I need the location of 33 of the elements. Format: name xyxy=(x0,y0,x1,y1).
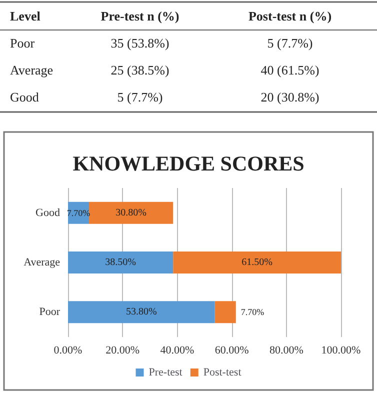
data-label: 30.80% xyxy=(116,207,146,218)
text: 40 (61.5%) xyxy=(260,62,320,78)
x-tick-label: 60.00% xyxy=(214,344,249,356)
x-tick-label: 100.00% xyxy=(321,344,361,356)
text: 25 (38.5%) xyxy=(110,62,170,78)
legend-label: Pre-test xyxy=(148,366,182,378)
bar xyxy=(173,252,341,274)
x-tick-label: 0.00% xyxy=(54,344,82,356)
data-label: 7.70% xyxy=(240,307,265,318)
text: Pre-test n (%) xyxy=(100,8,180,24)
bar xyxy=(68,301,215,324)
text: 35 (53.8%) xyxy=(110,36,170,50)
chart-title: KNOWLEDGE SCORES xyxy=(72,152,304,176)
text: Level xyxy=(10,8,41,24)
text: Poor xyxy=(10,36,36,50)
x-tick-label: 40.00% xyxy=(160,344,194,356)
text: 5 (7.7%) xyxy=(267,36,313,50)
text: 5 (7.7%) xyxy=(117,90,163,104)
data-label: 53.80% xyxy=(126,306,157,318)
text: 20 (30.8%) xyxy=(260,90,320,104)
y-tick-label: Good xyxy=(36,206,60,219)
y-tick-label: Poor xyxy=(39,306,60,318)
text: Post-test n (%) xyxy=(248,8,332,24)
legend-label: Post-test xyxy=(203,366,242,378)
bar xyxy=(68,252,174,274)
data-label: 61.50% xyxy=(242,257,272,268)
bar xyxy=(214,301,236,324)
x-tick-label: 20.00% xyxy=(106,344,140,356)
bar xyxy=(89,202,174,224)
data-label: 38.50% xyxy=(105,257,136,268)
y-tick-label: Average xyxy=(24,256,60,268)
text: Good xyxy=(10,90,40,104)
x-tick-label: 80.00% xyxy=(269,344,304,356)
